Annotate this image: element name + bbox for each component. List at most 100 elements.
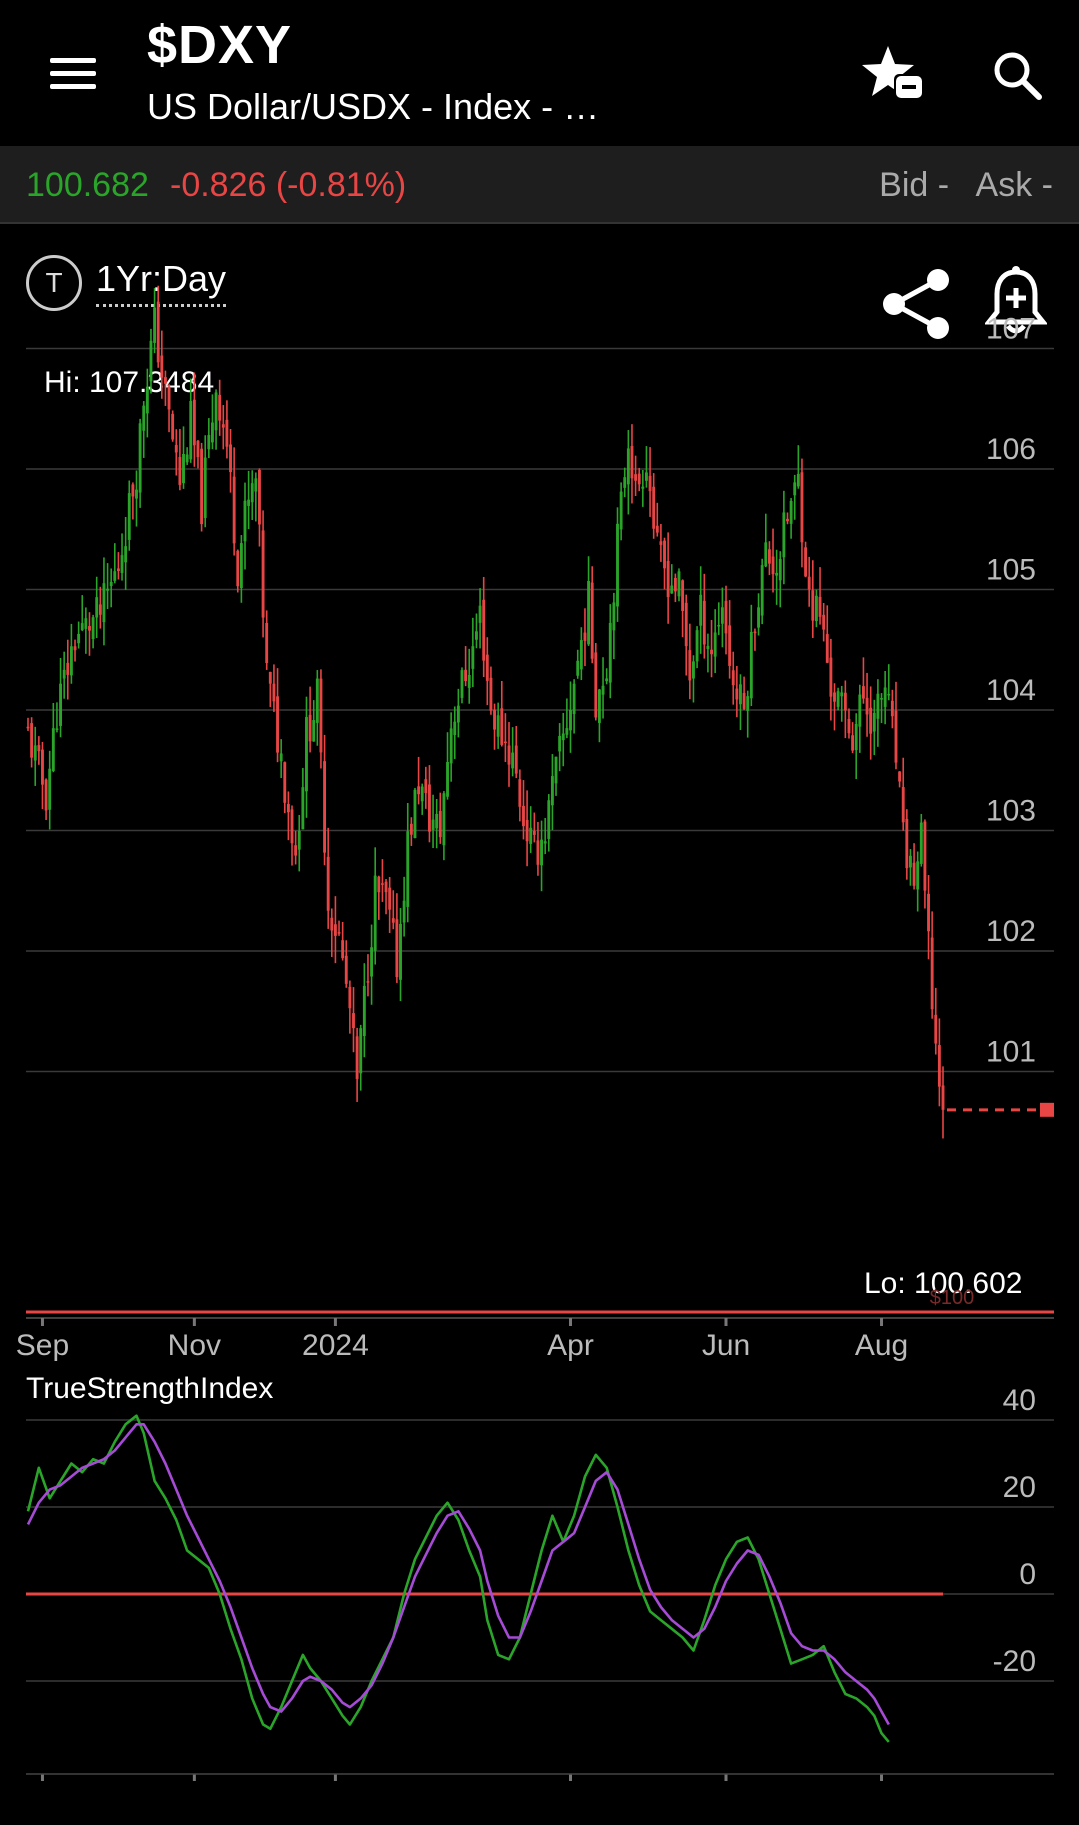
x-tick-label: Apr xyxy=(547,1329,594,1362)
candle-body xyxy=(315,678,319,723)
candle-body xyxy=(641,486,645,489)
candle-body xyxy=(876,693,880,719)
candle-body xyxy=(659,541,663,545)
candle-body xyxy=(670,585,674,594)
candle-body xyxy=(872,712,876,732)
price-tick-label: 102 xyxy=(986,915,1036,948)
candle-body xyxy=(547,800,551,839)
candle-body xyxy=(120,555,124,573)
candle-body xyxy=(840,692,844,697)
candle-body xyxy=(601,685,605,695)
candle-body xyxy=(406,831,410,907)
candle-body xyxy=(522,805,525,827)
candle-body xyxy=(482,599,486,661)
candle-body xyxy=(923,821,927,891)
candle-body xyxy=(301,787,305,830)
hamburger-menu-icon xyxy=(50,58,96,63)
candle-body xyxy=(55,728,59,730)
app-bar: $DXY US Dollar/USDX - Index - Cash xyxy=(0,0,1079,146)
candle-body xyxy=(178,457,182,485)
candle-body xyxy=(634,474,638,481)
candle-body xyxy=(941,1085,945,1110)
candle-body xyxy=(590,582,594,659)
candle-body xyxy=(239,543,243,589)
candle-body xyxy=(655,525,659,533)
price-tick-label: 104 xyxy=(986,674,1036,707)
low-label: Lo: 100.602 xyxy=(864,1267,1023,1300)
candle-body xyxy=(851,735,855,751)
candle-body xyxy=(688,650,692,681)
candle-body xyxy=(493,709,496,730)
candle-body xyxy=(912,862,916,886)
candle-body xyxy=(717,624,721,627)
candle-body xyxy=(749,631,753,699)
candle-body xyxy=(742,692,746,709)
candle-body xyxy=(605,678,609,682)
candle-body xyxy=(33,745,37,761)
bid-ask: Bid - Ask - xyxy=(879,166,1053,204)
candle-body xyxy=(323,761,327,853)
candle-body xyxy=(485,654,489,681)
candle-body xyxy=(916,861,920,890)
candle-body xyxy=(218,394,222,421)
candle-body xyxy=(767,549,771,564)
candle-body xyxy=(391,918,395,923)
candle-body xyxy=(500,708,504,745)
bell-plus-icon[interactable] xyxy=(985,266,1047,338)
candle-body xyxy=(359,1028,363,1074)
candle-body xyxy=(355,1036,359,1079)
candle-body xyxy=(890,700,894,717)
candle-body xyxy=(471,646,475,669)
candle-body xyxy=(66,662,70,675)
candle-body xyxy=(796,473,800,487)
search-icon[interactable] xyxy=(990,48,1044,102)
candle-body xyxy=(109,581,113,586)
candle-body xyxy=(861,686,865,699)
candle-body xyxy=(192,399,196,446)
candle-body xyxy=(576,660,580,676)
candle-body xyxy=(232,476,236,544)
candle-body xyxy=(88,626,91,631)
candle-body xyxy=(341,940,345,959)
candle-body xyxy=(243,500,247,542)
trade-badge[interactable]: T xyxy=(26,255,82,311)
candle-body xyxy=(739,684,742,705)
candle-body xyxy=(258,469,261,525)
candle-body xyxy=(395,919,399,978)
price-tick-label: 105 xyxy=(986,554,1036,587)
star-remove-icon[interactable] xyxy=(860,44,924,104)
candle-body xyxy=(189,400,193,460)
candle-body xyxy=(95,597,99,618)
candle-body xyxy=(673,577,677,592)
last-price-marker xyxy=(1040,1102,1054,1117)
candle-body xyxy=(684,602,688,647)
candle-body xyxy=(265,622,269,664)
candle-body xyxy=(51,728,55,772)
candle-body xyxy=(648,475,652,492)
candle-body xyxy=(366,981,370,983)
candle-body xyxy=(229,444,232,473)
candle-body xyxy=(236,550,240,587)
candle-body xyxy=(937,1045,941,1087)
candle-body xyxy=(438,810,442,838)
candle-body xyxy=(554,756,558,784)
candle-body xyxy=(677,571,681,597)
candle-body xyxy=(446,762,449,797)
candle-body xyxy=(594,652,598,718)
candle-body xyxy=(789,500,793,524)
share-icon[interactable] xyxy=(880,268,954,340)
candle-body xyxy=(652,486,656,529)
candle-body xyxy=(532,830,536,835)
candle-body xyxy=(348,986,352,1009)
candle-body xyxy=(268,671,272,684)
period-selector[interactable]: 1Yr:Day xyxy=(96,258,227,307)
candle-body xyxy=(822,614,826,630)
candle-body xyxy=(692,661,695,679)
menu-button[interactable] xyxy=(40,48,106,100)
candle-body xyxy=(572,683,576,715)
candle-body xyxy=(330,917,334,931)
candle-body xyxy=(261,530,265,618)
candle-body xyxy=(475,631,478,640)
candle-body xyxy=(587,580,591,645)
candle-body xyxy=(919,822,923,864)
